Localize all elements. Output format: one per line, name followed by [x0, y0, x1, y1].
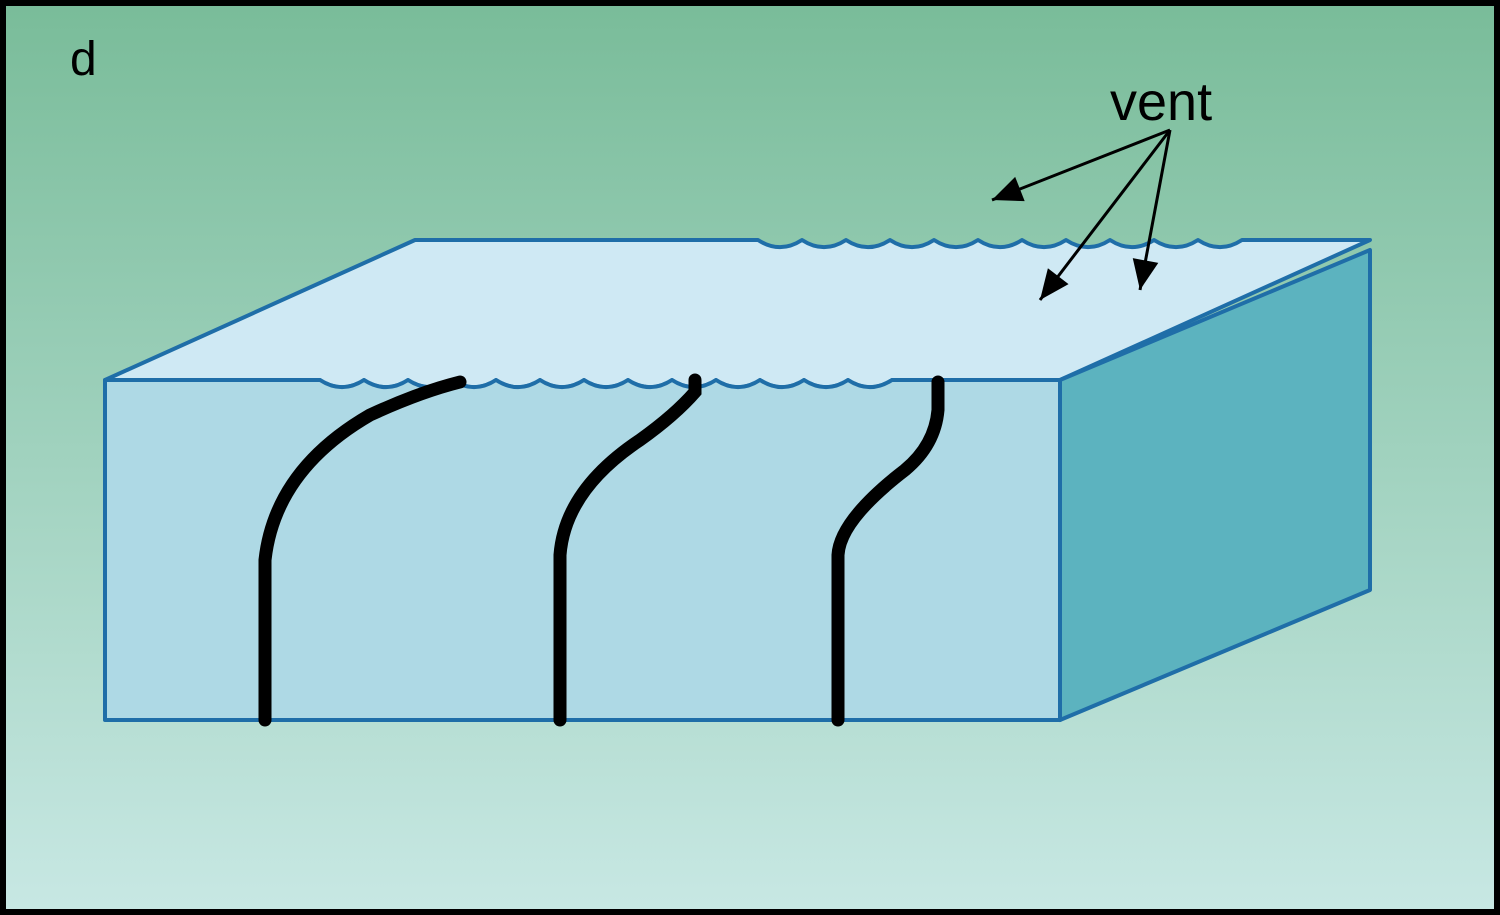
panel-label: d [70, 33, 97, 86]
block-front-face [105, 380, 1060, 720]
diagram-stage: vent d [0, 0, 1500, 915]
diagram-svg: vent d [0, 0, 1500, 915]
vent-label: vent [1110, 72, 1212, 132]
